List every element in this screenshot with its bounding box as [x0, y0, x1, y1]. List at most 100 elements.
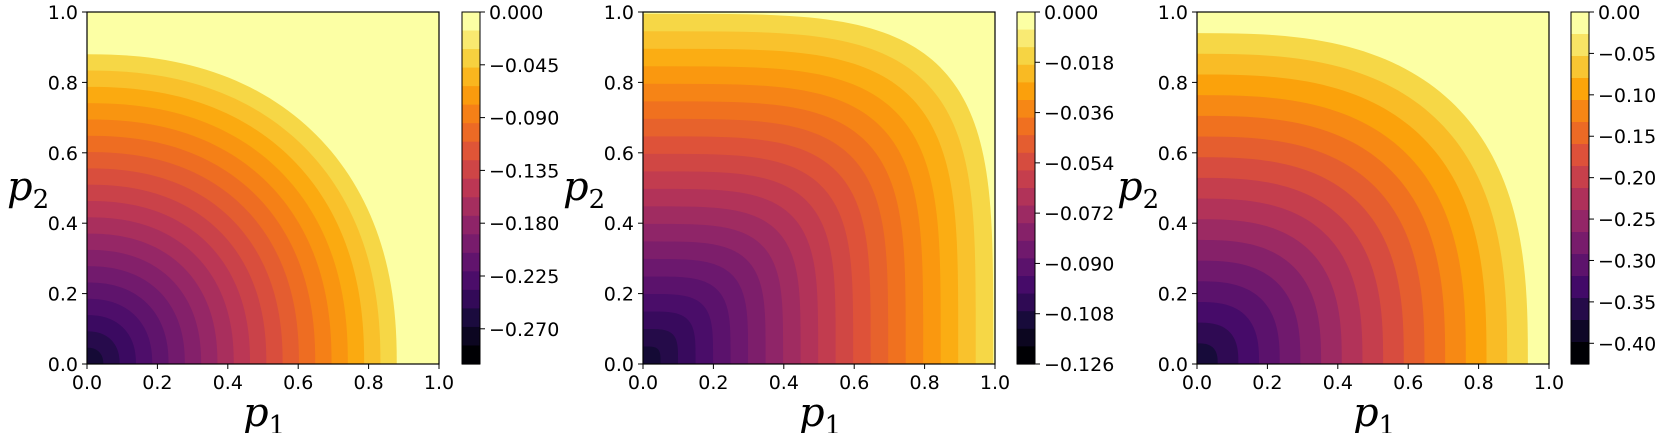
colorbar-segment [1017, 117, 1035, 136]
colorbar-segment [462, 160, 480, 180]
colorbar-segment [1571, 188, 1589, 211]
colorbar-tick-label: −0.126 [1044, 354, 1114, 376]
x-tick-label: 0.2 [1252, 372, 1282, 394]
y-tick-label: 0.2 [604, 284, 634, 306]
colorbar-tick-label: −0.090 [489, 108, 559, 130]
y-tick-label: 0.4 [604, 213, 634, 235]
colorbar-tick-label: −0.180 [489, 213, 559, 235]
y-tick-label: 0.8 [604, 72, 634, 94]
y-tick-label: 0.0 [604, 354, 634, 376]
colorbar-segment [1017, 152, 1035, 171]
y-tick-label: 1.0 [1158, 2, 1188, 24]
colorbar-tick-label: −0.072 [1044, 203, 1114, 225]
colorbar-segment [1017, 311, 1035, 330]
colorbar-segment [1571, 34, 1589, 57]
x-tick-label: 1.0 [424, 372, 454, 394]
y-axis-label: p2 [7, 164, 49, 215]
x-tick-label: 0.0 [72, 372, 102, 394]
colorbar-segment [1017, 328, 1035, 347]
colorbar-segment [462, 67, 480, 87]
colorbar-segment [462, 86, 480, 106]
colorbar-tick-label: −0.054 [1044, 153, 1114, 175]
colorbar-tick-label: −0.20 [1598, 168, 1656, 190]
colorbar-segment [1571, 232, 1589, 255]
x-axis-label: p1 [1353, 390, 1395, 433]
colorbar-segment [1017, 258, 1035, 277]
colorbar-segment [1017, 293, 1035, 312]
colorbar-2: 0.000 −0.018 −0.036 −0.054 −0.072 −0.090 −0.10… [1016, 2, 1114, 376]
y-tick-label: 0.0 [48, 354, 78, 376]
panel-2: 0.0 0.2 0.4 0.6 0.8 1.0 0.0 0.2 0.4 0.6 0.8 1.0 p1 p2… [563, 2, 1114, 433]
x-tick-label: 0.6 [1393, 372, 1423, 394]
colorbar-segment [462, 49, 480, 69]
colorbar-segment [462, 141, 480, 161]
colorbar-segment [1017, 82, 1035, 101]
colorbar-segment [1017, 240, 1035, 259]
colorbar-segment [462, 252, 480, 272]
plot-frame [1196, 11, 1550, 365]
y-tick-label: 0.2 [48, 284, 78, 306]
colorbar-segment [1571, 342, 1589, 365]
y-tick-label: 0.4 [1158, 213, 1188, 235]
colorbar-segment [1571, 276, 1589, 299]
colorbar-segment [462, 123, 480, 143]
colorbar-tick-label: 0.00 [1598, 2, 1640, 24]
x-tick-label: 0.0 [1182, 372, 1212, 394]
colorbar-3: 0.00 −0.05 −0.10 −0.15 −0.20 −0.25 −0.30 −0.35 −… [1570, 2, 1656, 365]
colorbar-segment [462, 104, 480, 124]
y-tick-label: 0.8 [1158, 72, 1188, 94]
colorbar-tick-label: −0.108 [1044, 304, 1114, 326]
colorbar-segment [1571, 12, 1589, 35]
colorbar-segment [1017, 205, 1035, 224]
colorbar-segment [1017, 170, 1035, 189]
colorbar-segment [1571, 78, 1589, 101]
colorbar-segment [462, 215, 480, 235]
colorbar-segment [1571, 210, 1589, 233]
colorbar-tick-label: −0.05 [1598, 43, 1656, 65]
x-tick-label: 0.8 [909, 372, 939, 394]
colorbar-segment [462, 12, 480, 32]
y-axis-label: p2 [563, 164, 605, 215]
colorbar-segment [462, 178, 480, 198]
colorbar-segment [1571, 166, 1589, 189]
panel-1: 0.0 0.2 0.4 0.6 0.8 1.0 0.0 0.2 0.4 0.6 0.8 1.0 p1 p2… [7, 2, 559, 433]
y-tick-label: 0.4 [48, 213, 78, 235]
colorbar-segment [1017, 135, 1035, 154]
colorbar-tick-label: −0.135 [489, 160, 559, 182]
colorbar-segment [1017, 346, 1035, 365]
x-tick-label: 1.0 [1534, 372, 1564, 394]
colorbar-tick-label: −0.35 [1598, 292, 1656, 314]
y-tick-label: 1.0 [604, 2, 634, 24]
colorbar-segment [1017, 276, 1035, 295]
colorbar-segment [1017, 223, 1035, 242]
colorbar-segment [1017, 64, 1035, 83]
x-tick-label: 0.8 [353, 372, 383, 394]
colorbar-segment [1571, 298, 1589, 321]
colorbar-segment [1017, 29, 1035, 48]
colorbar-tick-label: 0.000 [1044, 2, 1098, 24]
x-tick-label: 0.0 [628, 372, 658, 394]
colorbar-segment [462, 326, 480, 347]
x-tick-label: 0.6 [839, 372, 869, 394]
colorbar-tick-label: −0.018 [1044, 52, 1114, 74]
colorbar-tick-label: 0.000 [489, 2, 543, 24]
colorbar-tick-label: −0.15 [1598, 126, 1656, 148]
plot-frame [86, 11, 440, 365]
x-tick-label: 0.2 [142, 372, 172, 394]
x-tick-label: 0.2 [698, 372, 728, 394]
y-tick-label: 0.6 [48, 143, 78, 165]
colorbar-tick-label: −0.225 [489, 266, 559, 288]
colorbar-segment [462, 30, 480, 50]
colorbar-segment [1017, 100, 1035, 119]
colorbar-segment [1571, 320, 1589, 343]
colorbar-segment [1571, 144, 1589, 167]
contour-band [643, 346, 661, 364]
panel-3: 0.0 0.2 0.4 0.6 0.8 1.0 0.0 0.2 0.4 0.6 0.8 1.0 p1 p2… [1117, 2, 1656, 433]
colorbar-segment [1017, 188, 1035, 207]
colorbar-segment [1017, 12, 1035, 31]
plot-frame [642, 11, 996, 365]
colorbar-tick-label: −0.10 [1598, 85, 1656, 107]
colorbar-tick-label: −0.30 [1598, 250, 1656, 272]
colorbar-segment [1017, 47, 1035, 66]
colorbar-segment [462, 289, 480, 310]
